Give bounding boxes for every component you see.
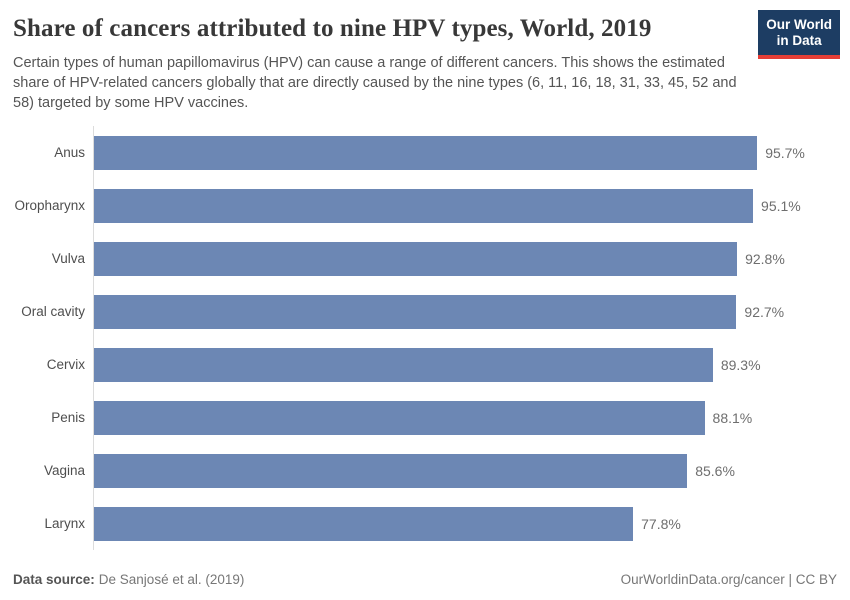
category-label: Penis: [51, 410, 85, 425]
category-label: Larynx: [44, 516, 85, 531]
bar-track: 77.8%: [93, 497, 850, 550]
category-label: Oropharynx: [14, 198, 85, 213]
bar-track: 88.1%: [93, 391, 850, 444]
bar-chart: Anus 95.7% Oropharynx 95.1% Vulva 92.8% …: [0, 126, 850, 550]
bar-track: 89.3%: [93, 338, 850, 391]
chart-row: Cervix 89.3%: [0, 338, 850, 391]
chart-header: Share of cancers attributed to nine HPV …: [13, 14, 837, 113]
chart-row: Penis 88.1%: [0, 391, 850, 444]
value-label: 77.8%: [641, 515, 681, 532]
owid-logo-line1: Our World: [766, 17, 832, 32]
chart-row: Larynx 77.8%: [0, 497, 850, 550]
category-label: Vulva: [51, 251, 85, 266]
chart-row: Vulva 92.8%: [0, 232, 850, 285]
bar[interactable]: [94, 135, 758, 170]
value-label: 92.8%: [745, 250, 785, 267]
value-label: 89.3%: [720, 356, 761, 373]
license-link[interactable]: OurWorldinData.org/cancer | CC BY: [620, 572, 837, 587]
bar[interactable]: [94, 400, 705, 435]
bar-track: 85.6%: [93, 444, 850, 497]
page-title: Share of cancers attributed to nine HPV …: [13, 15, 652, 42]
chart-row: Vagina 85.6%: [0, 444, 850, 497]
bar[interactable]: [94, 241, 738, 276]
value-label: 88.1%: [712, 409, 753, 426]
value-label: 95.7%: [765, 144, 805, 161]
chart-row: Oropharynx 95.1%: [0, 179, 850, 232]
category-label: Anus: [54, 145, 85, 160]
bar-track: 95.1%: [93, 179, 850, 232]
chart-row: Oral cavity 92.7%: [0, 285, 850, 338]
category-label: Oral cavity: [21, 304, 85, 319]
datasource-value: De Sanjosé et al. (2019): [98, 572, 245, 587]
bar[interactable]: [94, 347, 713, 382]
category-label: Vagina: [43, 463, 85, 478]
chart-row: Anus 95.7%: [0, 126, 850, 179]
datasource: Data source: De Sanjosé et al. (2019): [13, 572, 244, 587]
chart-subtitle: Certain types of human papillomavirus (H…: [13, 55, 737, 111]
bar[interactable]: [94, 294, 737, 329]
bar[interactable]: [94, 506, 634, 541]
category-label: Cervix: [46, 357, 85, 372]
owid-logo-line2: in Data: [776, 32, 822, 48]
datasource-label: Data source:: [13, 572, 95, 587]
bar-track: 92.8%: [93, 232, 850, 285]
value-label: 85.6%: [695, 462, 735, 479]
bar[interactable]: [94, 453, 688, 488]
chart-rows: Anus 95.7% Oropharynx 95.1% Vulva 92.8% …: [0, 126, 850, 550]
value-label: 95.1%: [761, 197, 801, 214]
bar-track: 92.7%: [93, 285, 850, 338]
bar[interactable]: [94, 188, 754, 223]
bar-track: 95.7%: [93, 126, 850, 179]
chart-footer: Data source: De Sanjosé et al. (2019) Our…: [13, 572, 837, 587]
value-label: 92.7%: [744, 303, 785, 320]
owid-logo[interactable]: Our World in Data: [758, 10, 840, 59]
